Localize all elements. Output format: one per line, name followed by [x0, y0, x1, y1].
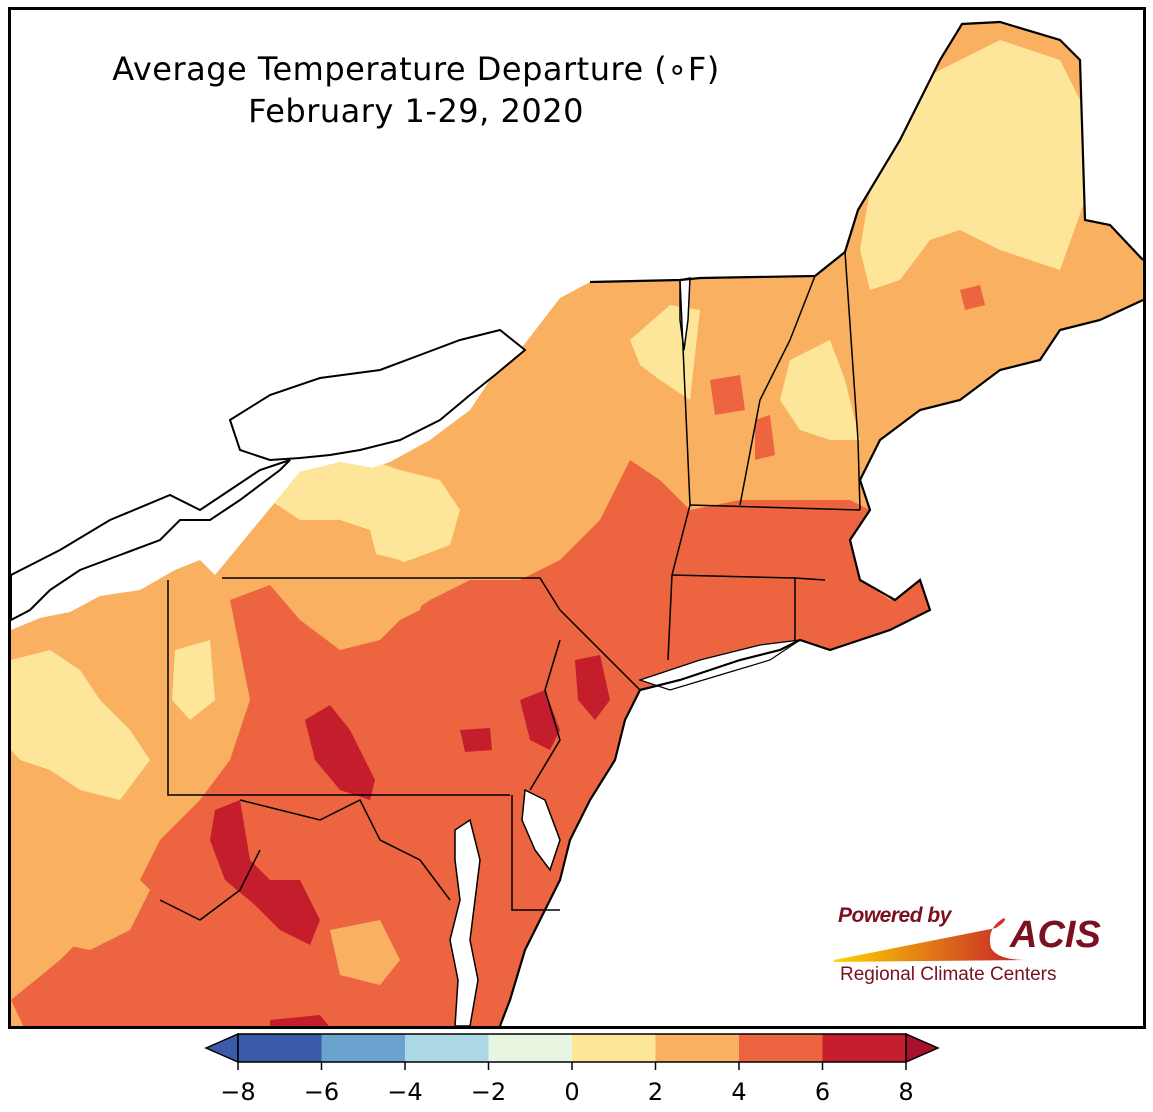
zone-0-2-nh [780, 340, 860, 440]
border-pa-west [167, 580, 510, 796]
colorbar-bin [572, 1034, 656, 1062]
zone-4-6-maine-spot [960, 285, 985, 310]
border-nh-me [844, 251, 861, 511]
colorbar-tick-label: 2 [647, 1078, 664, 1106]
colorbar-tick-label: −6 [303, 1078, 340, 1106]
zone-6-8-pa-central [305, 705, 375, 800]
border-nj [529, 609, 641, 791]
lake-ontario [228, 328, 527, 462]
zone-0-2-ny-west [270, 450, 460, 570]
logo-powered-by: Powered by [838, 904, 951, 927]
border-wv-va [159, 849, 261, 921]
border-vt-nh [739, 275, 816, 506]
border-ny-vt [679, 279, 691, 506]
delaware-bay [521, 788, 561, 872]
colorbar-bin [238, 1034, 322, 1062]
border-ct-ny [667, 504, 691, 661]
colorbar-tick-label: 8 [898, 1078, 914, 1106]
colorbar-tick-label: −8 [220, 1078, 256, 1106]
colorbar-under-arrow [204, 1032, 239, 1064]
zone-2-4-pa-north [300, 550, 430, 630]
zone-6-8-pa-south [460, 728, 492, 752]
colorbar-bin [488, 1034, 572, 1062]
logo-acis: ACIS [1010, 914, 1101, 956]
border-ny-pa [222, 577, 561, 611]
zone-2-4-ridge [330, 920, 400, 985]
zone-0-2-pa-west [172, 640, 215, 720]
colorbar-bin [739, 1034, 823, 1062]
colorbar-tick-label: 0 [564, 1078, 580, 1106]
colorbar-bin [655, 1034, 739, 1062]
colorbar [204, 1032, 940, 1070]
lake-erie [11, 459, 291, 622]
map-title: Average Temperature Departure (∘F) [112, 50, 720, 88]
temperature-departure-map [11, 20, 1143, 1026]
colorbar-tick-label: 6 [814, 1078, 831, 1106]
map-subtitle: February 1-29, 2020 [248, 92, 584, 130]
map-frame: Average Temperature Departure (∘F) Febru… [8, 7, 1146, 1029]
colorbar-tick-label: 4 [731, 1078, 747, 1106]
long-island-sound [638, 639, 801, 691]
colorbar-tick-label: −4 [387, 1078, 423, 1106]
colorbar-bin [822, 1034, 906, 1062]
colorbar-bin [405, 1034, 489, 1062]
state-borders [159, 251, 861, 921]
zone-2-4-south-west [11, 850, 150, 950]
acis-logo-flame-icon [834, 918, 1026, 962]
zone-0-2-ohio [11, 650, 150, 800]
border-ma-north [689, 504, 861, 511]
colorbar-over-arrow [905, 1032, 940, 1064]
zone-6-8-va-south [270, 1015, 340, 1026]
chesapeake-bay [449, 818, 481, 1026]
zone-6-8-nj [575, 655, 610, 720]
colorbar-tick-label: −2 [470, 1078, 507, 1106]
zone-6-8-md-va [210, 800, 320, 945]
water-layer [11, 277, 801, 1026]
colorbar-bin [321, 1034, 405, 1062]
zone-4-6-nh [755, 415, 775, 460]
logo-regional-climate-centers: Regional Climate Centers [840, 964, 1057, 985]
zone-4-6-vt [710, 375, 745, 415]
border-md-va [239, 798, 451, 901]
coastline [498, 20, 1143, 1026]
